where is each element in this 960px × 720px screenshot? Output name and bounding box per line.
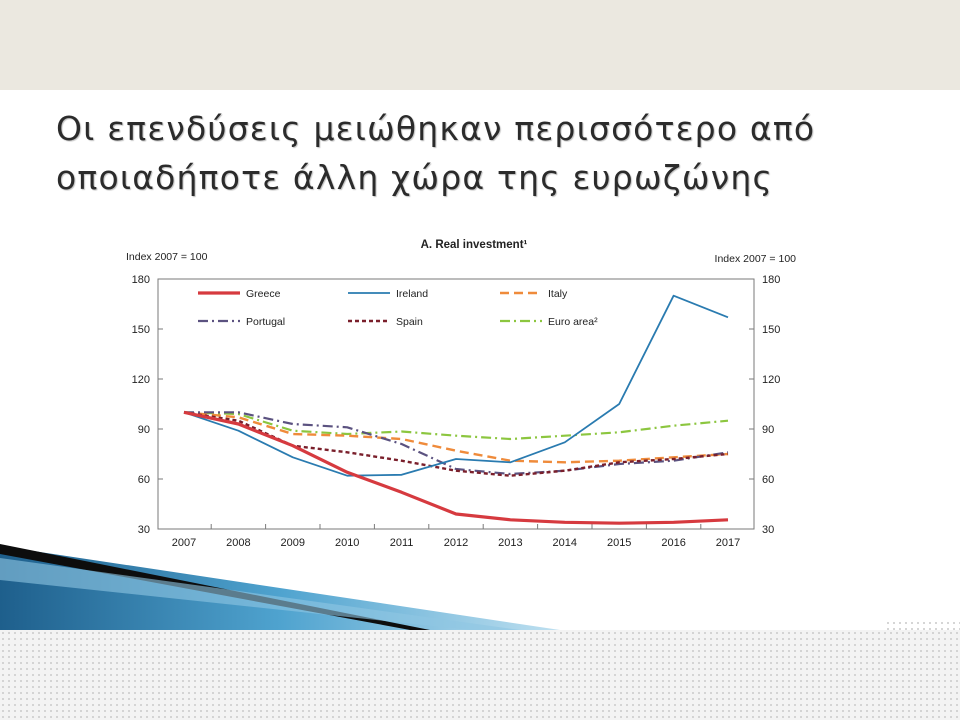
x-tick-label: 2008 [226,537,250,549]
series-layer [183,294,729,525]
series-line-euro-area [183,411,729,441]
x-tick-label: 2010 [335,537,359,549]
footer-dotted-corner [885,620,960,630]
y-tick-label-left: 180 [132,274,150,286]
y-axis-left: 30 60 90 120 150 180 [132,274,163,536]
series-line-ireland [183,294,729,477]
series-line-greece [183,410,729,525]
blue-swoosh [0,546,560,630]
y-axis-right: 30 60 90 120 150 180 [749,274,780,536]
y-tick-label-left: 30 [138,524,150,536]
y-tick-label-right: 90 [762,424,774,436]
header-band [0,0,960,90]
decorative-swoosh [0,544,560,630]
y-tick-label-right: 180 [762,274,780,286]
y-tick-label-right: 150 [762,324,780,336]
y-axis-label-left: Index 2007 = 100 [126,251,208,263]
x-tick-label: 2015 [607,537,631,549]
x-axis: 2007 2008 2009 2010 2011 2012 2013 2014 2015 2016… [172,524,740,549]
series-line-italy [183,411,729,464]
legend-label: Euro area² [548,316,598,328]
footer-dotted-band [0,630,960,720]
y-tick-label-right: 120 [762,374,780,386]
legend-label: Italy [548,288,568,300]
legend-label: Portugal [246,316,285,328]
legend: Greece Ireland Italy Portugal Spain Euro area… [198,288,598,328]
real-investment-chart: A. Real investment¹ Index 2007 = 100 Ind… [126,239,797,549]
y-tick-label-left: 150 [132,324,150,336]
x-tick-label: 2012 [444,537,468,549]
y-tick-label-left: 60 [138,474,150,486]
x-tick-label: 2014 [553,537,577,549]
series-line-portugal [184,411,729,476]
light-swoosh [0,558,520,630]
x-tick-label: 2016 [661,537,685,549]
legend-label: Spain [396,316,423,328]
y-tick-label-left: 120 [132,374,150,386]
y-axis-label-right: Index 2007 = 100 [715,253,797,265]
slide-title-line-2: οποιαδήποτε άλλη χώρα της ευρωζώνης [56,158,774,197]
y-tick-label-left: 90 [138,424,150,436]
y-tick-label-right: 60 [762,474,774,486]
legend-label: Ireland [396,288,428,300]
y-tick-label-right: 30 [762,524,774,536]
x-tick-label: 2011 [390,537,414,549]
x-tick-label: 2017 [716,537,740,549]
legend-label: Greece [246,288,281,300]
chart-title: A. Real investment¹ [421,239,528,251]
slide-title-line-1: Οι επενδύσεις μειώθηκαν περισσότερο από [56,109,816,148]
plot-frame [157,278,755,530]
slide-title: Οι επενδύσεις μειώθηκαν περισσότερο από … [56,104,936,202]
x-tick-label: 2007 [172,537,196,549]
x-tick-label: 2013 [498,537,522,549]
x-tick-label: 2009 [281,537,305,549]
